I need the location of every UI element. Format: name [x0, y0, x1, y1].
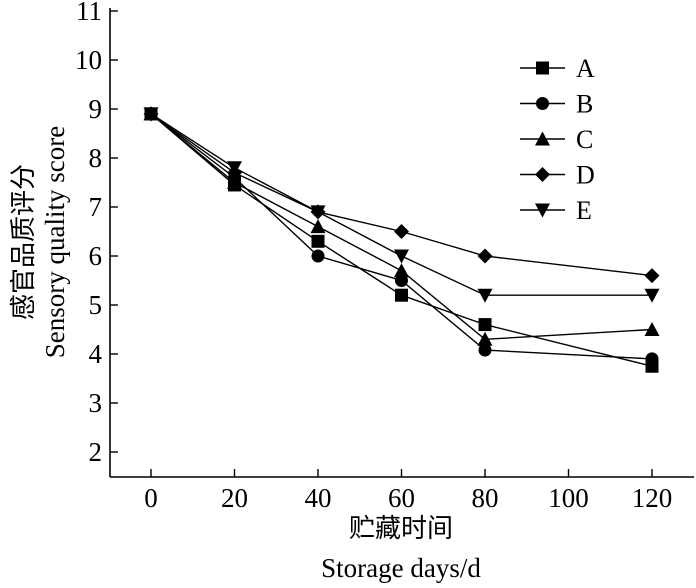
y-tick-label: 5	[89, 290, 103, 320]
data-point-A	[395, 288, 408, 302]
data-point-D	[477, 248, 493, 264]
series-line-B	[150, 113, 653, 360]
series-C	[143, 106, 660, 346]
x-ticks: 0 20 40 60 80 100 120	[144, 469, 672, 513]
data-point-E	[227, 161, 242, 176]
y-tick-label: 8	[89, 143, 103, 173]
data-point-A	[478, 318, 492, 332]
legend-entry-B: B	[520, 90, 593, 119]
data-point-D	[644, 268, 660, 284]
legend-label: C	[576, 125, 593, 154]
legend-label: D	[576, 161, 595, 190]
data-point-E	[394, 249, 409, 264]
data-point-C	[394, 263, 409, 278]
data-point-B	[478, 343, 492, 357]
legend-marker-C	[535, 131, 550, 146]
x-tick-label: 60	[388, 483, 415, 513]
x-tick-label: 100	[548, 483, 589, 513]
legend-entry-C: C	[520, 125, 593, 154]
data-point-C	[310, 219, 326, 234]
legend-label: A	[576, 54, 595, 83]
legend-marker-E	[535, 203, 550, 218]
data-point-E	[644, 288, 660, 303]
data-point-E	[143, 107, 159, 122]
y-axis-title-en: Sensory quality score	[40, 126, 70, 358]
x-axis-title-en: Storage days/d	[321, 553, 481, 583]
series-line-C	[150, 113, 653, 341]
data-point-C	[477, 331, 493, 346]
y-tick-label: 3	[89, 388, 103, 418]
data-point-E	[477, 288, 493, 303]
legend-marker-A	[536, 61, 549, 75]
y-tick-label: 11	[76, 0, 102, 26]
data-point-C	[227, 175, 242, 189]
y-tick-label: 2	[89, 437, 103, 467]
y-ticks: 2 3 4 5 6 7 8 9 10 11	[75, 0, 118, 467]
data-point-C	[644, 322, 660, 336]
legend-marker-B	[536, 97, 549, 110]
y-tick-label: 7	[89, 192, 103, 222]
axes	[109, 8, 694, 478]
legend-entry-D: D	[520, 161, 595, 190]
data-point-B	[311, 249, 325, 263]
x-tick-label: 0	[144, 483, 158, 513]
data-point-D	[394, 224, 409, 239]
x-tick-label: 40	[305, 483, 332, 513]
series-line-D	[150, 113, 653, 277]
data-point-B	[645, 352, 659, 366]
x-axis-title-cn: 贮藏时间	[349, 514, 453, 544]
x-tick-label: 20	[221, 483, 248, 513]
series-layer	[143, 106, 660, 373]
y-tick-label: 9	[89, 94, 103, 124]
x-tick-label: 120	[632, 483, 673, 513]
y-tick-label: 4	[89, 339, 103, 369]
legend-label: E	[576, 196, 592, 225]
data-point-A	[311, 234, 325, 248]
series-E	[143, 107, 660, 303]
x-tick-label: 80	[472, 483, 499, 513]
y-tick-label: 10	[75, 45, 102, 75]
legend-entry-E: E	[520, 196, 592, 225]
y-axis-title-cn: 感官品质评分	[9, 164, 39, 320]
data-point-B	[395, 274, 408, 287]
y-tick-label: 6	[89, 241, 103, 271]
series-line-E	[150, 113, 652, 296]
legend-label: B	[576, 90, 593, 119]
data-point-E	[310, 205, 326, 220]
legend-entry-A: A	[520, 54, 595, 83]
legend-marker-D	[535, 167, 550, 182]
